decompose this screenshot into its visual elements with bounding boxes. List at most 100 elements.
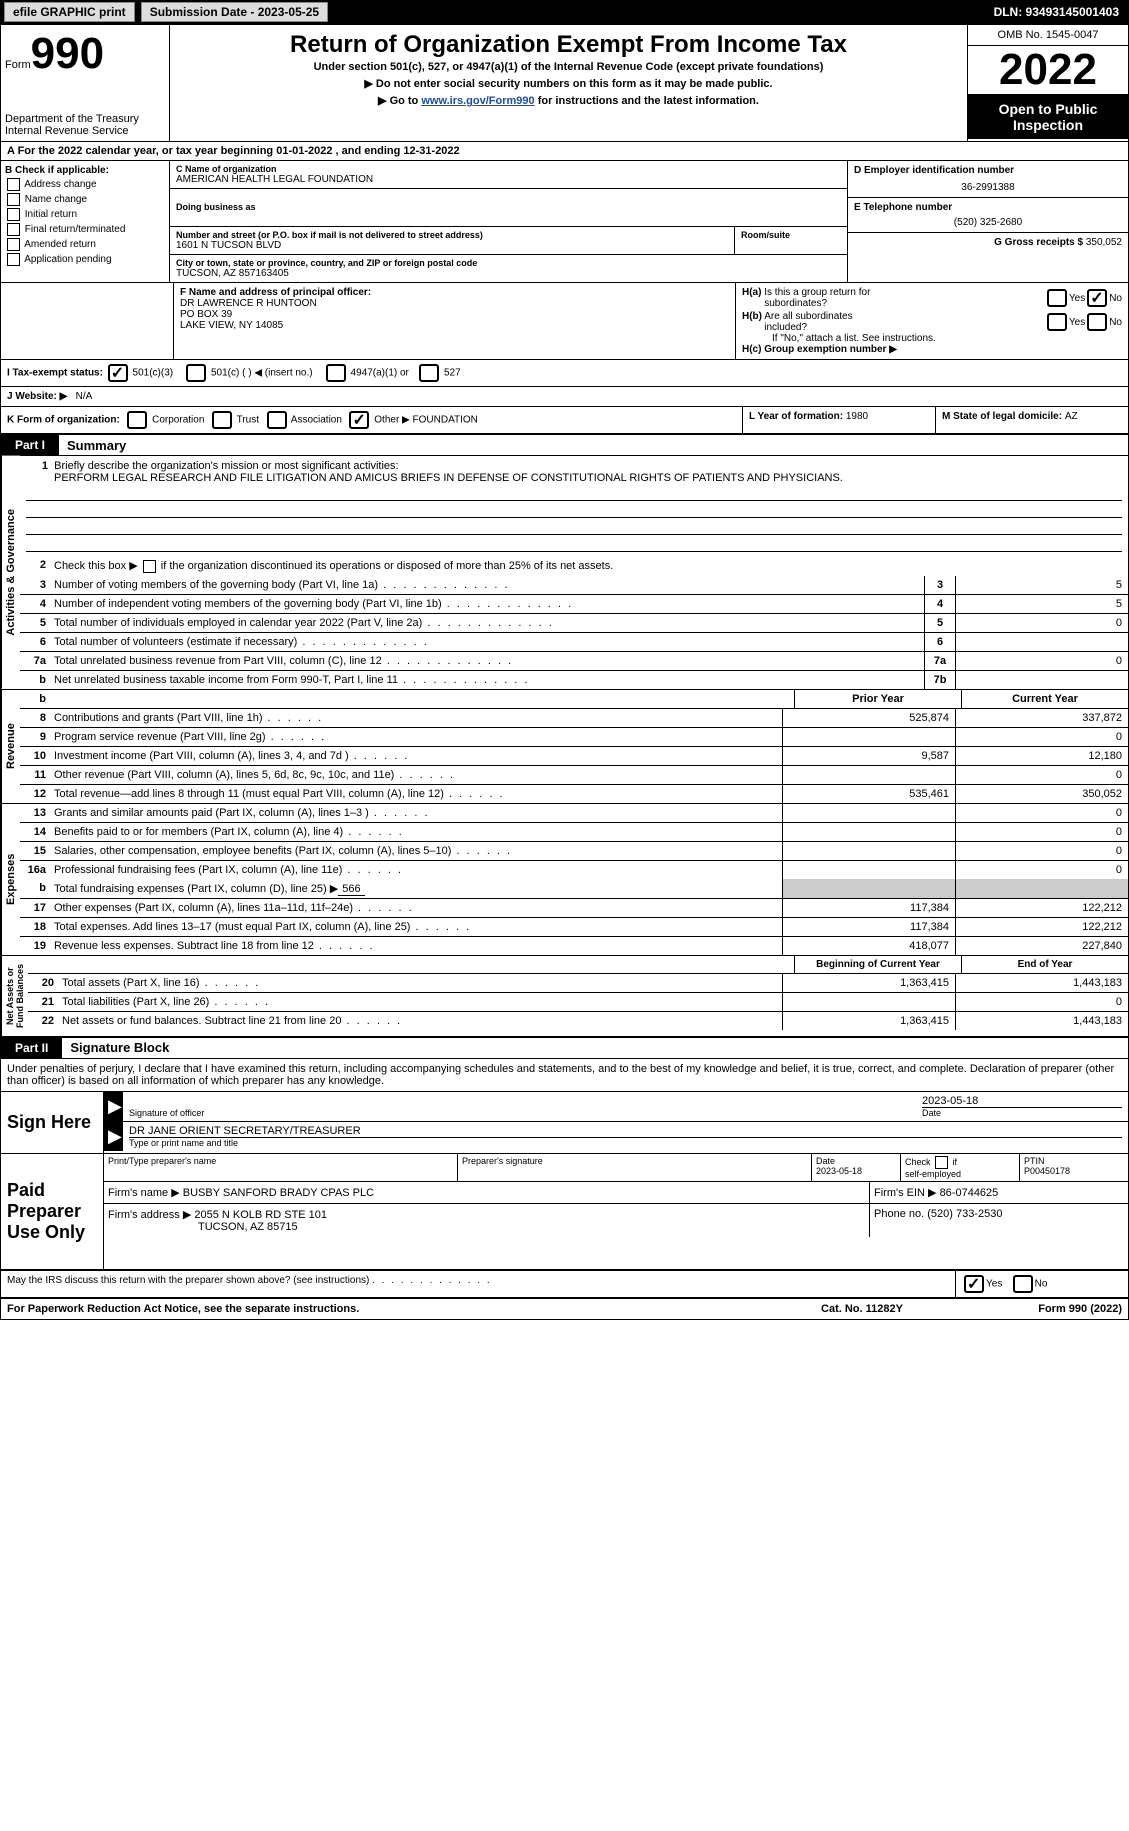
sig-date: 2023-05-18 [922,1095,1122,1107]
initial-return-checkbox[interactable] [7,208,20,221]
form-number: Form990 [5,29,165,79]
current-amount: 0 [956,728,1128,746]
current-amount: 227,840 [956,937,1128,955]
activities-gov-label: Activities & Governance [1,456,20,689]
cal-year-pre: A For the 2022 calendar year, or tax yea… [7,145,276,157]
goto-post: for instructions and the latest informat… [535,95,759,107]
line-text: Total assets (Part X, line 16) [58,974,782,992]
line-num: 11 [20,766,50,784]
form-word: Form [5,59,31,71]
current-amount: 12,180 [956,747,1128,765]
527-checkbox[interactable] [419,364,439,382]
firm-ein: 86-0744625 [940,1187,999,1199]
app-pending-checkbox[interactable] [7,253,20,266]
hb-yes-checkbox[interactable] [1047,313,1067,331]
tax-year: 2022 [968,46,1128,95]
prior-amount: 418,077 [782,937,956,955]
hc-label: H(c) Group exemption number ▶ [742,344,897,355]
line-text: Other expenses (Part IX, column (A), lin… [50,899,782,917]
sig-name: DR JANE ORIENT SECRETARY/TREASURER [129,1125,1122,1137]
paperwork-notice: For Paperwork Reduction Act Notice, see … [7,1303,762,1315]
discuss-yes-checkbox[interactable] [964,1275,984,1293]
4947-checkbox[interactable] [326,364,346,382]
block-b: B Check if applicable: Address change Na… [1,161,170,282]
discuss-text: May the IRS discuss this return with the… [7,1275,369,1286]
current-amount: 122,212 [956,899,1128,917]
irs-link[interactable]: www.irs.gov/Form990 [421,95,534,107]
line-text: Revenue less expenses. Subtract line 18 … [50,937,782,955]
final-return-label: Final return/terminated [25,224,126,235]
assoc-checkbox[interactable] [267,411,287,429]
firm-phone: (520) 733-2530 [927,1208,1002,1220]
firm-name-label: Firm's name ▶ [108,1187,183,1199]
block-d: D Employer identification number 36-2991… [848,161,1128,282]
website-value: N/A [76,391,93,402]
trust-checkbox[interactable] [212,411,232,429]
line-text: Benefits paid to or for members (Part IX… [50,823,782,841]
sig-officer-label: Signature of officer [129,1108,922,1118]
prior-amount [782,728,956,746]
city-label: City or town, state or province, country… [176,258,841,268]
footer: For Paperwork Reduction Act Notice, see … [1,1298,1128,1319]
line-value [956,633,1128,651]
prep-date-label: Date [816,1156,835,1166]
ha-no-checkbox[interactable] [1087,289,1107,307]
other-checkbox[interactable] [349,411,369,429]
line-value: 5 [956,576,1128,594]
hb-no-checkbox[interactable] [1087,313,1107,331]
line-value: 0 [956,652,1128,670]
gross-value: 350,052 [1086,237,1122,248]
discuss-no-checkbox[interactable] [1013,1275,1033,1293]
dba-label: Doing business as [176,202,841,212]
name-change-checkbox[interactable] [7,193,20,206]
net-assets-label: Net Assets orFund Balances [1,956,28,1036]
line-text: Contributions and grants (Part VIII, lin… [50,709,782,727]
line-num: 16a [20,861,50,879]
line-text: Net assets or fund balances. Subtract li… [58,1012,782,1030]
efile-button[interactable]: efile GRAPHIC print [4,2,135,22]
end-year-header: End of Year [961,956,1128,973]
line-num: 18 [20,918,50,936]
prep-name-label: Print/Type preparer's name [104,1154,458,1181]
expenses-label: Expenses [1,804,20,955]
prior-amount [782,766,956,784]
final-return-checkbox[interactable] [7,223,20,236]
form-ref: Form 990 (2022) [962,1303,1122,1315]
line-text: Total liabilities (Part X, line 26) [58,993,782,1011]
form-title: Return of Organization Exempt From Incom… [178,31,959,59]
ptin-value: P00450178 [1024,1166,1070,1176]
prep-sig-label: Preparer's signature [458,1154,812,1181]
current-amount: 0 [956,804,1128,822]
501c3-checkbox[interactable] [108,364,128,382]
prior-amount: 117,384 [782,899,956,917]
self-emp-checkbox[interactable] [935,1156,948,1169]
other-label: Other ▶ [374,415,409,426]
line-box: 3 [924,576,956,594]
tax-status-label: I Tax-exempt status: [7,368,103,379]
corp-checkbox[interactable] [127,411,147,429]
dln-label: DLN: 93493145001403 [988,3,1125,21]
addr-change-checkbox[interactable] [7,178,20,191]
year-end: 12-31-2022 [403,145,459,157]
discontinued-checkbox[interactable] [143,560,156,573]
part-1-num: Part I [1,435,59,455]
part-2-header: Part II Signature Block [1,1037,1128,1059]
line-num: 14 [20,823,50,841]
domicile-label: M State of legal domicile: [942,411,1065,422]
cal-year-mid: , and ending [336,145,404,157]
prior-amount [782,993,956,1011]
irs-label: Internal Revenue Service [5,125,165,137]
line-b-text: Total fundraising expenses (Part IX, col… [54,883,338,895]
501c-checkbox[interactable] [186,364,206,382]
room-label: Room/suite [741,230,841,240]
ha-yes-checkbox[interactable] [1047,289,1067,307]
line-text: Professional fundraising fees (Part IX, … [50,861,782,879]
line-text: Total revenue—add lines 8 through 11 (mu… [50,785,782,803]
section-a: A For the 2022 calendar year, or tax yea… [1,142,1128,161]
goto-pre: ▶ Go to [378,95,421,107]
line-num: 9 [20,728,50,746]
amended-checkbox[interactable] [7,238,20,251]
city-value: TUCSON, AZ 857163405 [176,268,841,279]
line-b-val: 566 [338,883,364,896]
line-num: 12 [20,785,50,803]
